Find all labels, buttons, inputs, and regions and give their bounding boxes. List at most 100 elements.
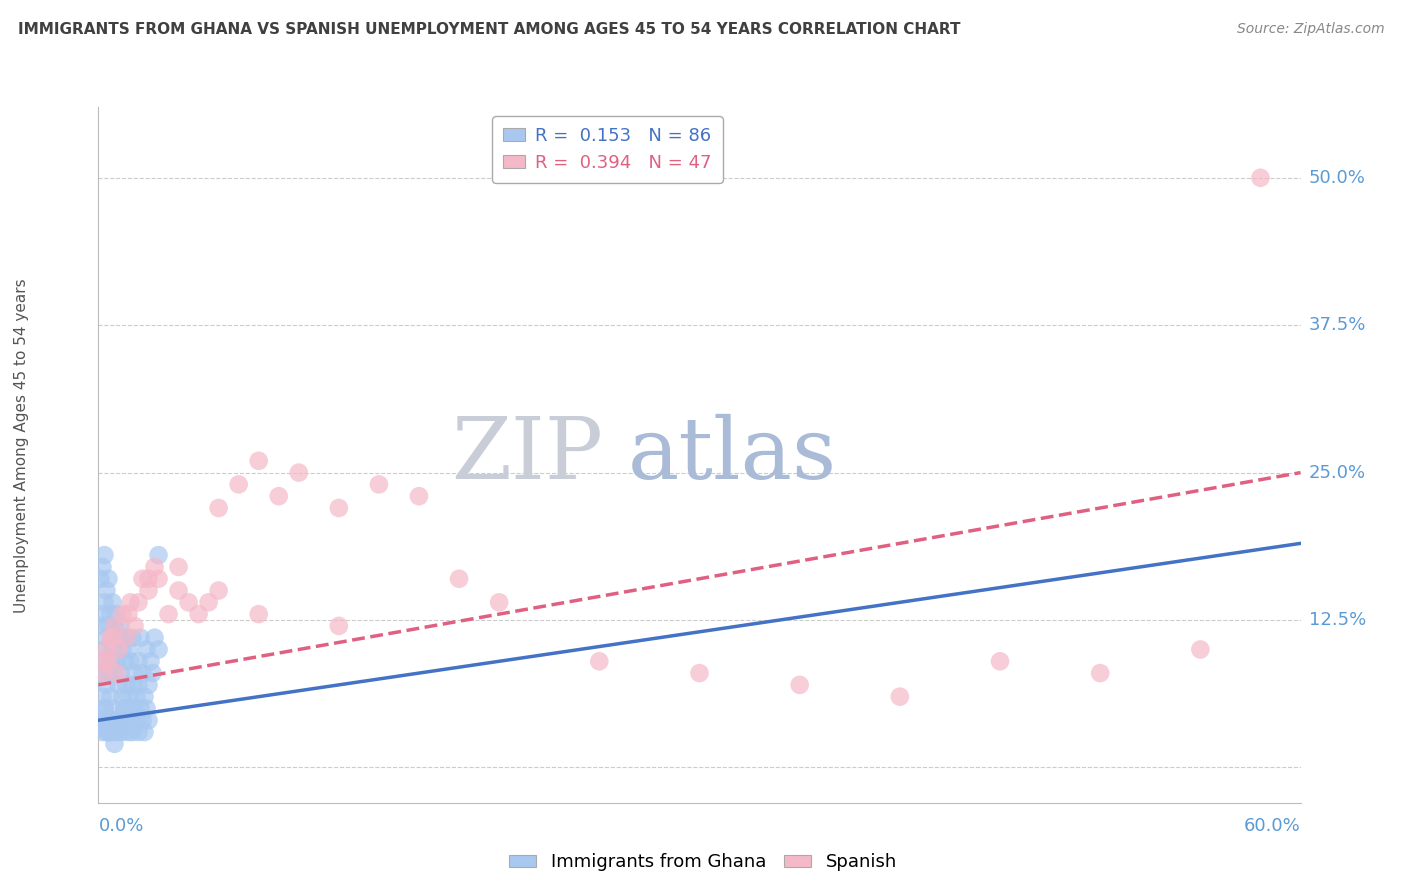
Point bbox=[107, 713, 129, 727]
Point bbox=[368, 477, 391, 491]
Point bbox=[97, 713, 120, 727]
Point bbox=[117, 607, 139, 621]
Point bbox=[100, 725, 122, 739]
Point bbox=[100, 631, 122, 645]
Point bbox=[103, 737, 125, 751]
Point bbox=[328, 500, 350, 515]
Point bbox=[135, 701, 157, 715]
Point bbox=[115, 713, 138, 727]
Point bbox=[100, 690, 122, 704]
Point bbox=[91, 725, 114, 739]
Point bbox=[105, 654, 128, 668]
Point bbox=[103, 725, 125, 739]
Point bbox=[120, 701, 142, 715]
Point bbox=[93, 548, 115, 562]
Point bbox=[138, 583, 160, 598]
Point bbox=[131, 572, 153, 586]
Point bbox=[103, 619, 125, 633]
Point bbox=[124, 666, 146, 681]
Point bbox=[101, 701, 124, 715]
Point bbox=[110, 619, 132, 633]
Point bbox=[488, 595, 510, 609]
Text: 50.0%: 50.0% bbox=[1309, 169, 1365, 186]
Point bbox=[93, 701, 115, 715]
Point bbox=[111, 690, 134, 704]
Point bbox=[157, 607, 180, 621]
Point bbox=[288, 466, 311, 480]
Point bbox=[111, 725, 134, 739]
Point bbox=[100, 654, 122, 668]
Point bbox=[96, 631, 118, 645]
Point bbox=[114, 654, 136, 668]
Point bbox=[107, 631, 129, 645]
Point bbox=[1088, 666, 1111, 681]
Point bbox=[138, 572, 160, 586]
Point bbox=[148, 642, 170, 657]
Point bbox=[148, 548, 170, 562]
Point bbox=[117, 642, 139, 657]
Point bbox=[121, 631, 143, 645]
Point bbox=[93, 701, 115, 715]
Point bbox=[121, 678, 143, 692]
Text: 12.5%: 12.5% bbox=[1309, 611, 1365, 629]
Point bbox=[131, 713, 153, 727]
Point bbox=[134, 690, 156, 704]
Point bbox=[134, 725, 156, 739]
Point bbox=[125, 713, 148, 727]
Point bbox=[107, 642, 129, 657]
Point bbox=[91, 690, 114, 704]
Legend: R =  0.153   N = 86, R =  0.394   N = 47: R = 0.153 N = 86, R = 0.394 N = 47 bbox=[492, 116, 723, 183]
Point bbox=[167, 583, 190, 598]
Text: 0.0%: 0.0% bbox=[98, 817, 143, 835]
Point bbox=[89, 666, 111, 681]
Point bbox=[97, 725, 120, 739]
Point bbox=[96, 713, 118, 727]
Point bbox=[167, 560, 190, 574]
Point bbox=[187, 607, 209, 621]
Point bbox=[96, 725, 118, 739]
Text: atlas: atlas bbox=[627, 413, 837, 497]
Point bbox=[101, 595, 124, 609]
Point bbox=[688, 666, 710, 681]
Point bbox=[177, 595, 200, 609]
Point bbox=[97, 572, 120, 586]
Point bbox=[124, 701, 146, 715]
Point bbox=[247, 607, 270, 621]
Point bbox=[121, 725, 143, 739]
Point bbox=[91, 607, 114, 621]
Point bbox=[100, 607, 122, 621]
Point bbox=[139, 654, 162, 668]
Point bbox=[197, 595, 219, 609]
Point bbox=[135, 642, 157, 657]
Point bbox=[588, 654, 610, 668]
Text: 60.0%: 60.0% bbox=[1244, 817, 1301, 835]
Point bbox=[91, 560, 114, 574]
Point bbox=[125, 690, 148, 704]
Point bbox=[96, 642, 118, 657]
Text: Unemployment Among Ages 45 to 54 years: Unemployment Among Ages 45 to 54 years bbox=[14, 278, 28, 614]
Point bbox=[93, 642, 115, 657]
Point bbox=[114, 701, 136, 715]
Point bbox=[97, 654, 120, 668]
Point bbox=[124, 619, 146, 633]
Point bbox=[228, 477, 250, 491]
Point bbox=[148, 572, 170, 586]
Point bbox=[96, 678, 118, 692]
Point bbox=[107, 678, 129, 692]
Point bbox=[208, 500, 231, 515]
Point bbox=[110, 666, 132, 681]
Point bbox=[91, 666, 114, 681]
Point bbox=[138, 713, 160, 727]
Point bbox=[408, 489, 430, 503]
Point bbox=[129, 701, 152, 715]
Point bbox=[1189, 642, 1212, 657]
Point bbox=[988, 654, 1011, 668]
Point bbox=[117, 690, 139, 704]
Point bbox=[105, 607, 128, 621]
Point bbox=[120, 713, 142, 727]
Point bbox=[115, 678, 138, 692]
Text: ZIP: ZIP bbox=[451, 413, 603, 497]
Point bbox=[115, 631, 138, 645]
Point bbox=[129, 631, 152, 645]
Point bbox=[101, 713, 124, 727]
